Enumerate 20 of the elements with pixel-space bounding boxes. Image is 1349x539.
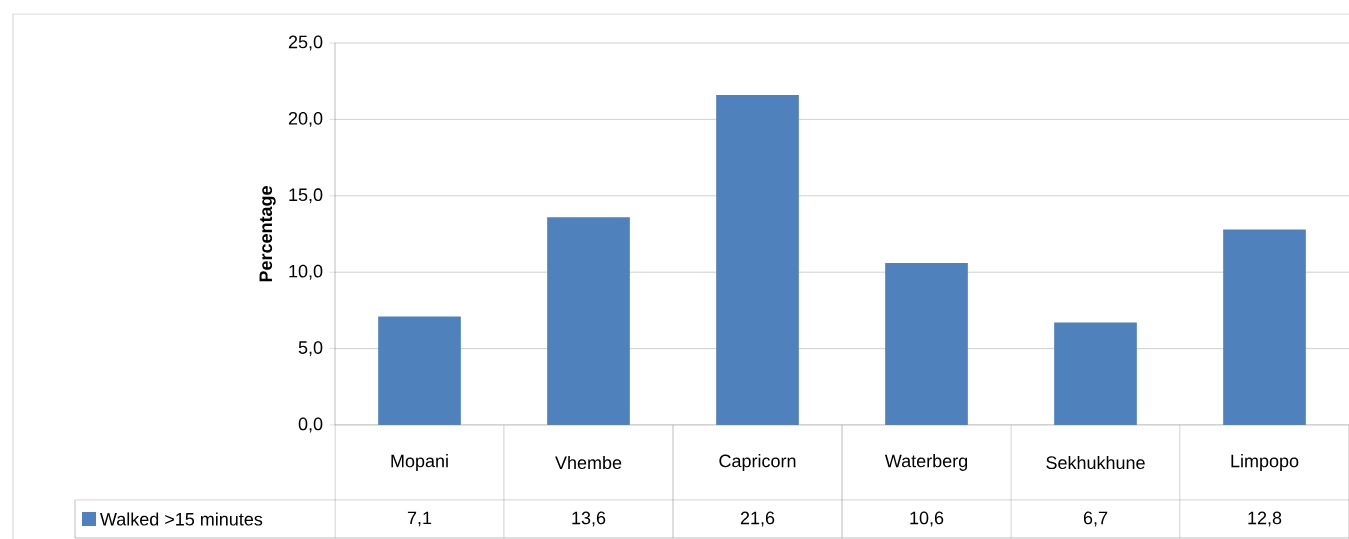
y-tick-label: 15,0 xyxy=(289,188,323,204)
x-tick-label: Mopani xyxy=(391,454,448,471)
x-tick-label: Waterberg xyxy=(884,454,968,471)
x-tick-label: Vhembe xyxy=(555,455,622,470)
data-label: 13,6 xyxy=(572,511,606,527)
data-label: 21,6 xyxy=(740,511,775,527)
x-tick-label: Sekhukhune xyxy=(1046,455,1145,470)
y-tick-label: 10,0 xyxy=(289,264,323,280)
y-tick-label: 25,0 xyxy=(288,35,323,51)
y-tick-label: 20,0 xyxy=(288,111,323,127)
data-label: 7,1 xyxy=(407,511,432,527)
x-tick-label: Limpopo xyxy=(1231,454,1299,471)
x-tick-label: Capricorn xyxy=(719,454,796,471)
data-label: 10,6 xyxy=(910,511,944,527)
y-axis-title: Percentage xyxy=(259,186,276,282)
y-tick-label: 5,0 xyxy=(298,341,323,357)
y-tick-label: 0,0 xyxy=(298,417,323,433)
data-label: 12,8 xyxy=(1248,511,1282,527)
legend-label: Walked >15 minutes xyxy=(100,512,263,526)
data-label: 6,7 xyxy=(1083,511,1108,527)
